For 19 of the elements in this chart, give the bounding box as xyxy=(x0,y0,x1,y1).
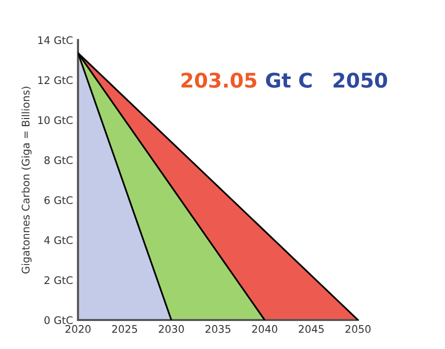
annotation: Gt C xyxy=(266,72,312,88)
y-tick-label: 0 GtC xyxy=(44,316,73,324)
x-tick-label: 2020 xyxy=(66,325,91,333)
x-tick-label: 2040 xyxy=(252,325,278,333)
y-tick-label: 8 GtC xyxy=(44,156,73,164)
y-tick-label: 4 GtC xyxy=(44,236,73,244)
x-tick-label: 2050 xyxy=(346,325,371,333)
x-tick-label: 2030 xyxy=(158,325,184,333)
y-tick-label: 14 GtC xyxy=(38,36,73,44)
x-tick-label: 2045 xyxy=(298,325,324,333)
x-tick-label: 2035 xyxy=(206,325,230,333)
annotation: 203.05 xyxy=(182,72,256,88)
y-tick-label: 12 GtC xyxy=(38,76,73,84)
x-tick-label: 2025 xyxy=(112,325,138,333)
annotation: 2050 xyxy=(334,72,388,88)
y-tick-label: 2 GtC xyxy=(44,276,73,284)
y-tick-label: 6 GtC xyxy=(44,196,73,204)
y-tick-label: 10 GtC xyxy=(38,116,73,124)
y-axis-title: Gigatonnes Carbon (Giga = Billions) xyxy=(22,86,32,274)
